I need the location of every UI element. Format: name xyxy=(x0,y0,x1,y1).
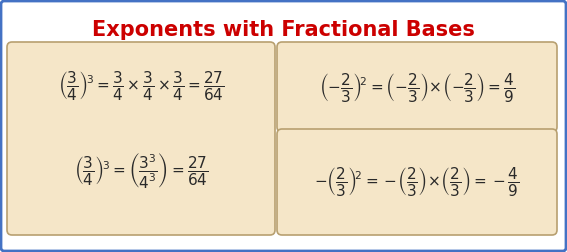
FancyBboxPatch shape xyxy=(277,42,557,132)
Text: $\left(\dfrac{3}{4}\right)^{\!3} = \dfrac{3}{4} \times \dfrac{3}{4} \times \dfra: $\left(\dfrac{3}{4}\right)^{\!3} = \dfra… xyxy=(58,69,225,102)
FancyBboxPatch shape xyxy=(277,129,557,235)
FancyBboxPatch shape xyxy=(7,42,275,235)
Text: $-\left(\dfrac{2}{3}\right)^{\!2} = -\!\left(\dfrac{2}{3}\right)\!\times\!\left(: $-\left(\dfrac{2}{3}\right)^{\!2} = -\!\… xyxy=(314,166,520,199)
Text: $\left(-\dfrac{2}{3}\right)^{\!2} = \left(-\dfrac{2}{3}\right)\!\times\!\left(-\: $\left(-\dfrac{2}{3}\right)^{\!2} = \lef… xyxy=(319,71,515,104)
Text: Exponents with Fractional Bases: Exponents with Fractional Bases xyxy=(91,20,475,40)
Text: $\left(\dfrac{3}{4}\right)^{\!3} = \left(\dfrac{3^3}{4^3}\right) = \dfrac{27}{64: $\left(\dfrac{3}{4}\right)^{\!3} = \left… xyxy=(74,150,208,190)
